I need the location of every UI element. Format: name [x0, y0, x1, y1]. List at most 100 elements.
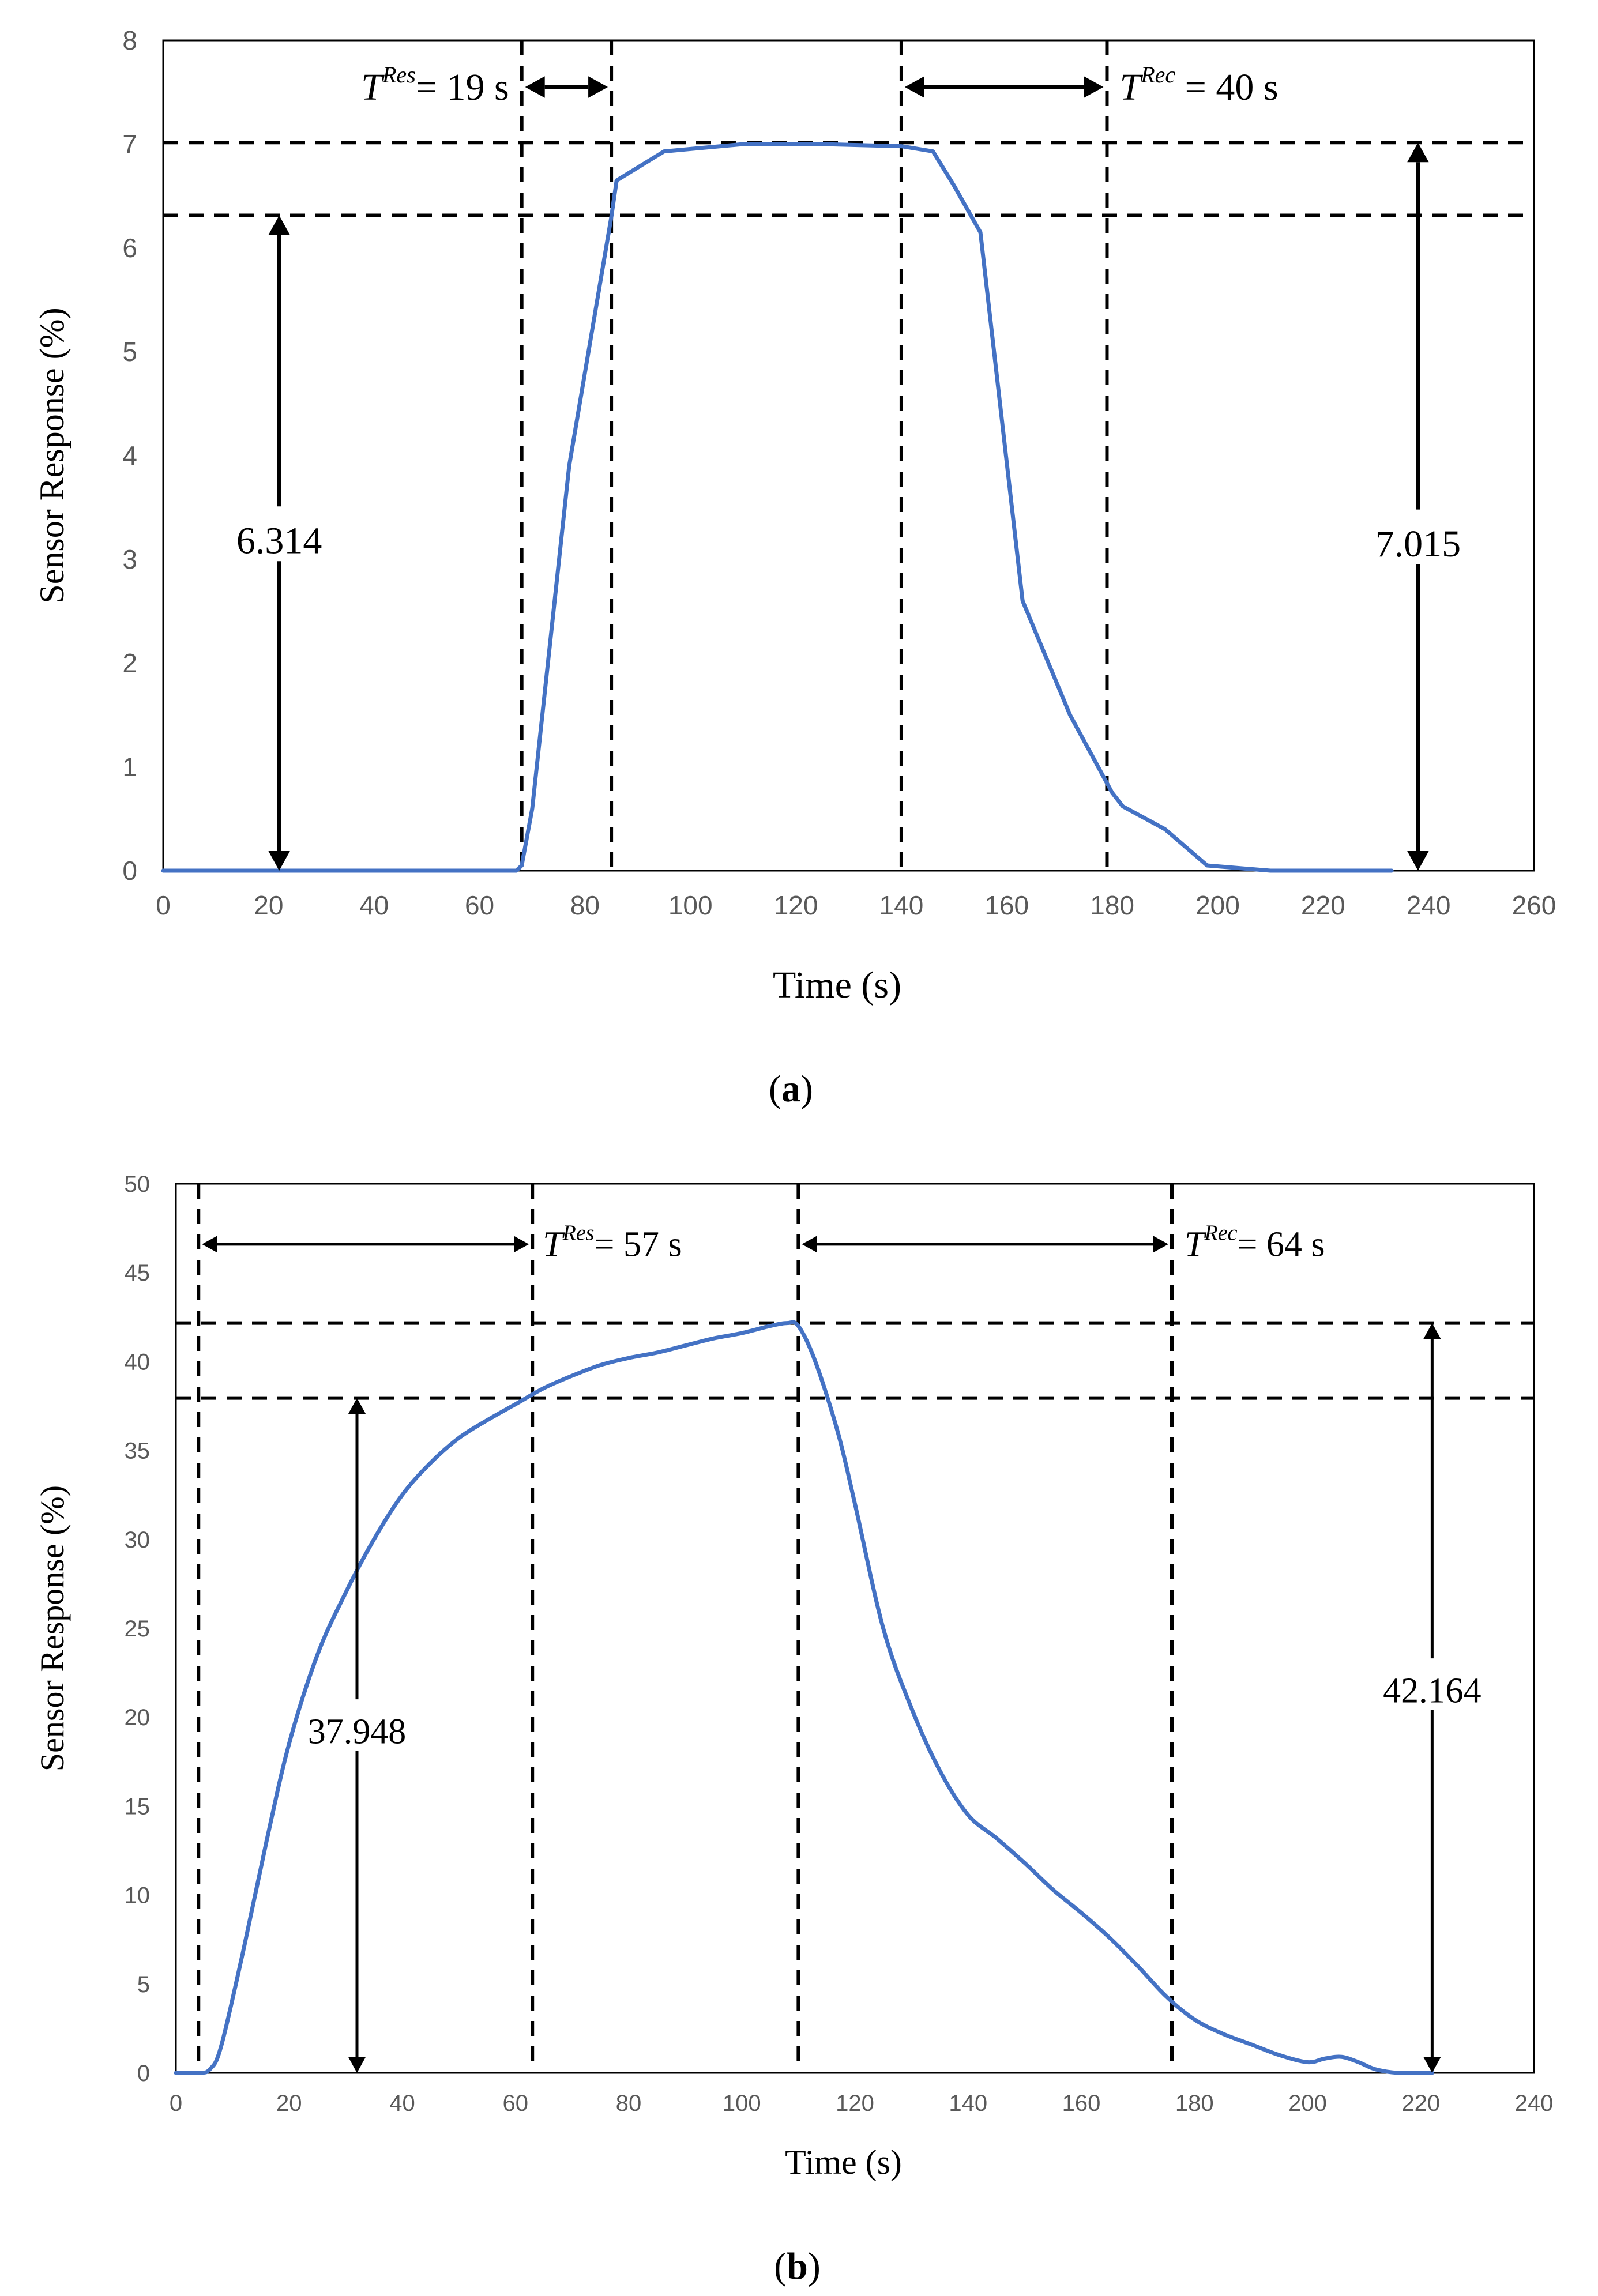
response-time-arrow-head: [588, 76, 608, 98]
panel-paren-close: ): [800, 1068, 813, 1110]
response-time-superscript: Res: [562, 1221, 595, 1245]
response-time-symbol: T: [361, 66, 385, 108]
y-tick-label: 7: [122, 129, 137, 159]
y-tick-label: 5: [122, 337, 137, 367]
response-time-superscript: Res: [382, 62, 416, 88]
recovery-time-arrow-head: [1153, 1236, 1168, 1253]
x-tick-label: 180: [1175, 2091, 1214, 2116]
recovery-time-superscript: Rec: [1204, 1221, 1237, 1245]
right-measure-arrow-head: [1407, 851, 1429, 871]
panel-paren-close: ): [808, 2245, 821, 2287]
series-line: [161, 142, 1394, 873]
x-tick-label: 260: [1512, 890, 1556, 920]
y-tick-label: 30: [125, 1527, 151, 1553]
series-line: [174, 1320, 1434, 2075]
x-tick-label: 80: [616, 2091, 642, 2116]
x-tick-label: 100: [723, 2091, 761, 2116]
right-measure-value-label: 42.164: [1383, 1671, 1482, 1710]
y-tick-label: 35: [125, 1439, 151, 1464]
panel-letter: b: [787, 2245, 808, 2287]
y-tick-label: 40: [125, 1349, 151, 1375]
y-tick-label: 15: [125, 1794, 151, 1819]
chart-b: 0 5 10 15 20 25 30 35 40 45 50 0 20 40 60 80 100 120 140 16…: [33, 1172, 1553, 2287]
x-tick-label: 60: [503, 2091, 529, 2116]
panel-letter: a: [781, 1068, 800, 1110]
x-tick-label: 220: [1301, 890, 1345, 920]
y-tick-label: 0: [122, 856, 137, 886]
left-measure-arrow-head: [348, 2057, 366, 2073]
x-tick-label: 120: [836, 2091, 874, 2116]
x-tick-label: 40: [359, 890, 389, 920]
x-tick-label: 0: [170, 2091, 182, 2116]
x-tick-label: 120: [774, 890, 818, 920]
x-tick-label: 180: [1090, 890, 1134, 920]
y-tick-label: 1: [122, 752, 137, 782]
right-measure-arrow-head: [1407, 142, 1429, 163]
y-tick-label: 50: [125, 1172, 151, 1197]
y-tick-label: 3: [122, 544, 137, 574]
x-tick-label: 0: [156, 890, 171, 920]
right-measure-arrow-head: [1423, 1323, 1441, 1339]
x-tick-label: 160: [984, 890, 1029, 920]
left-measure-arrow-head: [348, 1398, 366, 1414]
panel-label: (b): [774, 2245, 821, 2287]
x-tick-label: 80: [570, 890, 600, 920]
x-tick-label: 140: [879, 890, 924, 920]
x-tick-label: 200: [1288, 2091, 1327, 2116]
x-tick-label: 220: [1401, 2091, 1440, 2116]
recovery-time-label: TRec= 64 s: [1185, 1221, 1325, 1264]
left-measure-arrow-head: [268, 215, 290, 235]
plot-area-border: [175, 1183, 1535, 2074]
y-axis-label: Sensor Response (%): [33, 307, 71, 603]
left-measure-arrow-head: [268, 851, 290, 871]
y-axis-label: Sensor Response (%): [33, 1485, 71, 1771]
y-tick-label: 45: [125, 1260, 151, 1286]
y-tick-label: 5: [137, 1972, 150, 1997]
recovery-time-value: = 40 s: [1175, 66, 1278, 108]
response-time-arrow-head: [514, 1236, 529, 1253]
left-measure-value-label: 37.948: [308, 1712, 407, 1751]
y-tick-label: 25: [125, 1616, 151, 1642]
response-time-symbol: T: [543, 1225, 565, 1264]
recovery-time-value: = 64 s: [1237, 1225, 1325, 1264]
panel-paren-open: (: [774, 2245, 787, 2287]
recovery-time-superscript: Rec: [1140, 62, 1175, 88]
left-measure-value-label: 6.314: [236, 520, 322, 562]
x-tick-label: 160: [1062, 2091, 1101, 2116]
x-tick-label: 20: [254, 890, 283, 920]
y-tick-label: 2: [122, 648, 137, 678]
y-tick-label: 20: [125, 1705, 151, 1730]
panel-label: (a): [769, 1068, 813, 1110]
x-tick-label: 240: [1407, 890, 1451, 920]
y-tick-label: 4: [122, 441, 137, 471]
right-measure-value-label: 7.015: [1375, 523, 1461, 565]
x-tick-label: 200: [1195, 890, 1240, 920]
recovery-time-symbol: T: [1185, 1225, 1207, 1264]
x-tick-label: 40: [389, 2091, 415, 2116]
panel-paren-open: (: [769, 1068, 781, 1110]
x-tick-label: 60: [465, 890, 494, 920]
y-tick-label: 0: [137, 2061, 150, 2086]
response-time-arrow-head: [525, 76, 545, 98]
y-tick-label: 8: [122, 25, 137, 55]
recovery-time-symbol: T: [1119, 66, 1143, 108]
y-tick-label: 10: [125, 1883, 151, 1909]
recovery-time-label: TRec = 40 s: [1119, 62, 1278, 108]
plot-area-border: [162, 39, 1535, 872]
response-time-value: = 19 s: [416, 66, 509, 108]
x-axis-label: Time (s): [773, 964, 901, 1006]
response-time-value: = 57 s: [595, 1225, 682, 1264]
recovery-time-arrow-head: [1084, 76, 1104, 98]
y-tick-label: 6: [122, 233, 137, 263]
x-axis-label: Time (s): [785, 2143, 902, 2181]
x-tick-label: 100: [668, 890, 713, 920]
response-time-arrow-head: [202, 1236, 217, 1253]
response-time-label: TRes= 19 s: [361, 62, 509, 108]
response-time-label: TRes= 57 s: [543, 1221, 682, 1264]
right-measure-arrow-head: [1423, 2057, 1441, 2073]
x-tick-label: 240: [1515, 2091, 1554, 2116]
recovery-time-arrow-head: [904, 76, 924, 98]
x-tick-label: 140: [949, 2091, 987, 2116]
